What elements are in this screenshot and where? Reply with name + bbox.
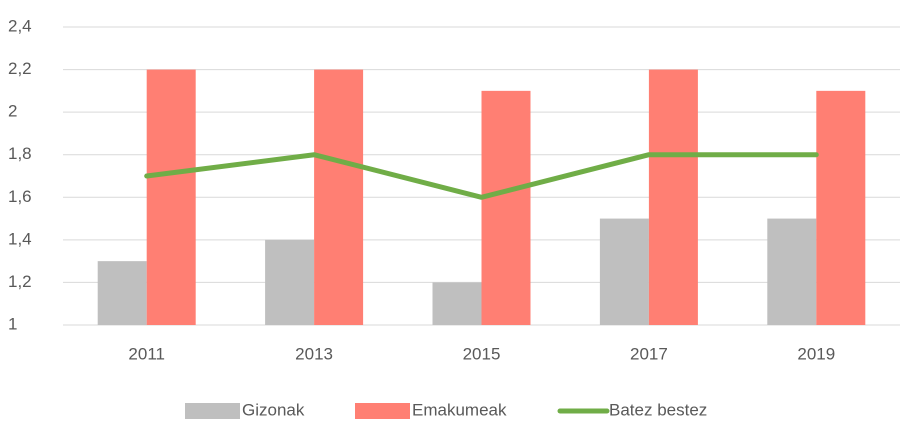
y-tick-label: 2,4 bbox=[8, 16, 32, 35]
bar bbox=[265, 239, 315, 325]
bar bbox=[97, 261, 147, 325]
x-tick-label: 2011 bbox=[128, 344, 165, 363]
legend-label: Gizonak bbox=[242, 400, 305, 419]
bar bbox=[146, 69, 196, 325]
bar bbox=[599, 218, 649, 325]
y-tick-label: 1,2 bbox=[8, 272, 32, 291]
bar bbox=[648, 69, 698, 325]
x-tick-label: 2017 bbox=[630, 344, 668, 363]
bar bbox=[432, 282, 482, 325]
y-tick-label: 2 bbox=[8, 102, 17, 121]
bar bbox=[314, 69, 364, 325]
bar bbox=[816, 90, 866, 325]
y-tick-label: 2,2 bbox=[8, 59, 32, 78]
x-tick-label: 2013 bbox=[295, 344, 333, 363]
bar bbox=[767, 218, 817, 325]
y-tick-label: 1,6 bbox=[8, 187, 32, 206]
y-tick-label: 1,4 bbox=[8, 229, 32, 248]
x-tick-label: 2015 bbox=[463, 344, 501, 363]
legend-swatch bbox=[185, 403, 240, 419]
x-tick-label: 2019 bbox=[797, 344, 835, 363]
legend-swatch bbox=[355, 403, 410, 419]
bar bbox=[481, 90, 531, 325]
y-tick-label: 1 bbox=[8, 314, 17, 333]
legend-label: Batez bestez bbox=[609, 400, 707, 419]
line bbox=[144, 152, 819, 200]
legend-label: Emakumeak bbox=[412, 400, 507, 419]
y-tick-label: 1,8 bbox=[8, 144, 32, 163]
